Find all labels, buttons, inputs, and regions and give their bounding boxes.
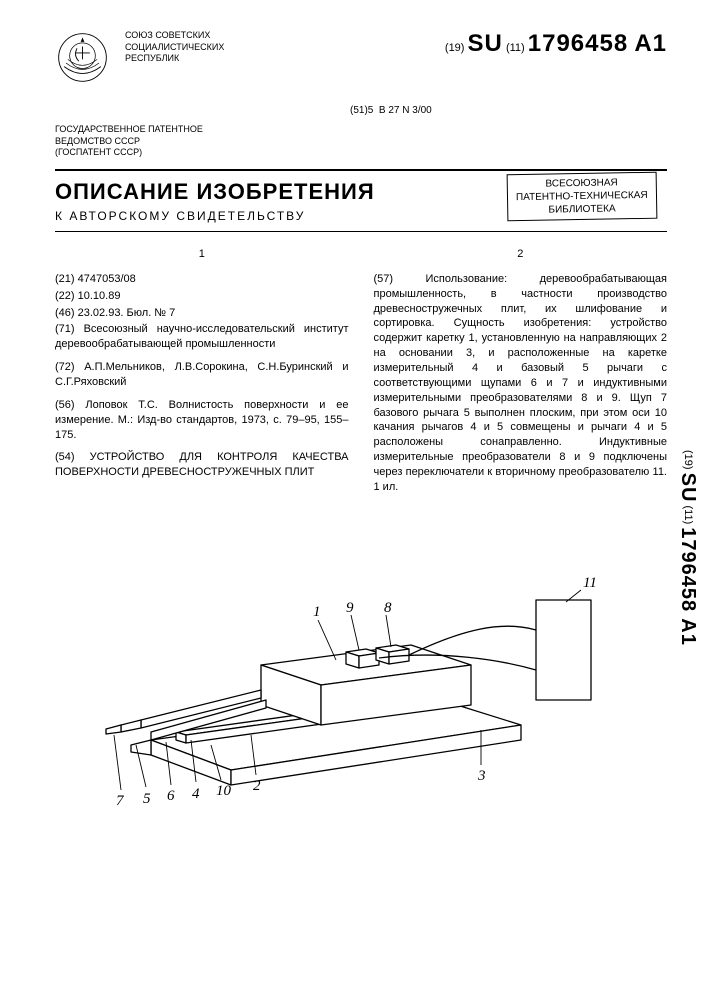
- field-54: (54) УСТРОЙСТВО ДЛЯ КОНТРОЛЯ КАЧЕСТВА ПО…: [55, 450, 349, 480]
- patent-agency: ГОСУДАРСТВЕННОЕ ПАТЕНТНОЕ ВЕДОМСТВО СССР…: [55, 124, 667, 159]
- callout-6: 6: [167, 788, 175, 804]
- patent-figure: 1 9 8 3 2 10 4 6 5 7 11: [55, 520, 667, 830]
- callout-2: 2: [253, 778, 261, 794]
- field-21: (21) 4747053/08: [55, 272, 349, 287]
- callout-8: 8: [384, 600, 392, 616]
- column-right: 2 (57) Использование: деревообрабатывающ…: [374, 247, 668, 495]
- callout-3: 3: [477, 768, 486, 784]
- issuer-line: СОЮЗ СОВЕТСКИХ: [125, 30, 430, 42]
- side-publication-number: (19) SU (11) 1796458 A1: [676, 450, 699, 646]
- field-46: (46) 23.02.93. Бюл. № 7: [55, 306, 349, 321]
- field-71: (71) Всесоюзный научно-исследовательский…: [55, 322, 349, 352]
- callout-9: 9: [346, 600, 354, 616]
- callout-4: 4: [192, 786, 200, 802]
- state-emblem: [55, 30, 110, 85]
- callout-10: 10: [216, 783, 232, 799]
- column-number: 2: [374, 247, 668, 262]
- library-stamp: ВСЕСОЮЗНАЯ ПАТЕНТНО-ТЕХНИЧЕСКАЯ БИБЛИОТЕ…: [507, 172, 657, 222]
- callout-11: 11: [583, 575, 597, 591]
- callout-1: 1: [313, 604, 321, 620]
- callout-7: 7: [116, 793, 125, 809]
- ipc-classification: (51)5 B 27 N 3/00: [55, 105, 667, 116]
- column-number: 1: [55, 247, 349, 262]
- issuer-line: РЕСПУБЛИК: [125, 53, 430, 65]
- issuer-line: СОЦИАЛИСТИЧЕСКИХ: [125, 42, 430, 54]
- field-72: (72) А.П.Мельников, Л.В.Сорокина, С.Н.Бу…: [55, 360, 349, 390]
- field-56: (56) Лоповок Т.С. Волнистость поверхност…: [55, 398, 349, 443]
- document-title-block: ОПИСАНИЕ ИЗОБРЕТЕНИЯ К АВТОРСКОМУ СВИДЕТ…: [55, 169, 667, 232]
- issuer-text: СОЮЗ СОВЕТСКИХ СОЦИАЛИСТИЧЕСКИХ РЕСПУБЛИ…: [125, 30, 430, 65]
- abstract-text: (57) Использование: деревообрабатывающая…: [374, 272, 668, 495]
- field-22: (22) 10.10.89: [55, 289, 349, 304]
- publication-number: (19) SU (11) 1796458 A1: [445, 30, 667, 58]
- column-left: 1 (21) 4747053/08 (22) 10.10.89 (46) 23.…: [55, 247, 349, 495]
- callout-5: 5: [143, 791, 151, 807]
